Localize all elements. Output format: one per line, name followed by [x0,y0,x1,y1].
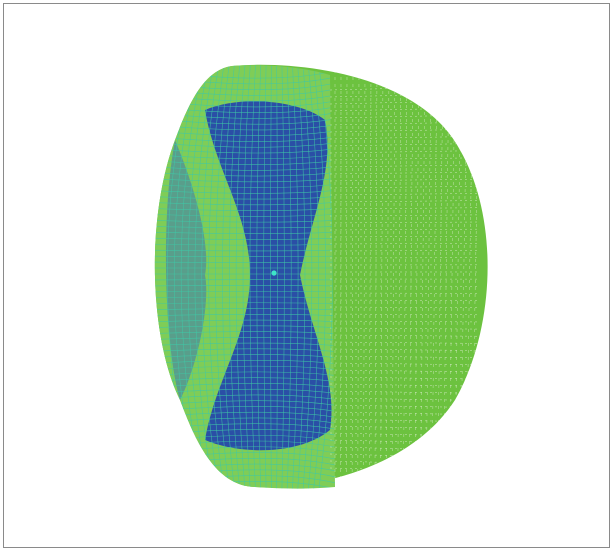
right-mesh-grid [329,69,481,486]
center-point [271,270,277,276]
left-mesh-grid [154,65,335,489]
